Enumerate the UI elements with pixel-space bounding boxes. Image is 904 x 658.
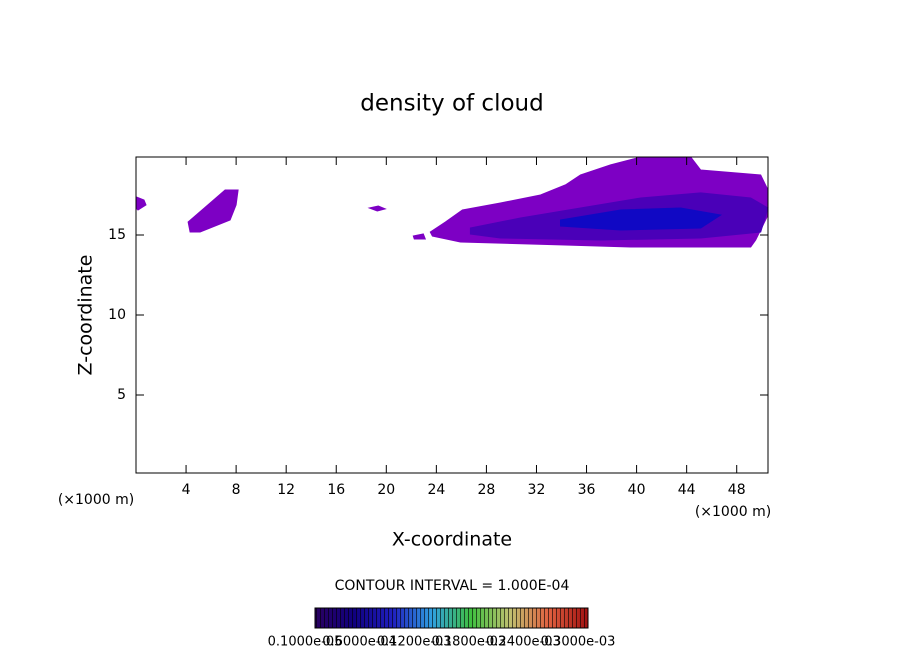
x-tick-label: 28 (478, 482, 496, 498)
y-tick-label: 10 (108, 307, 126, 323)
contour-interval: CONTOUR INTERVAL = 1.000E-04 (335, 578, 570, 594)
chart-title: density of cloud (360, 91, 543, 117)
contour-region (187, 189, 239, 233)
colorbar-lines (315, 608, 588, 628)
x-tick-label: 32 (528, 482, 546, 498)
contour-region (135, 196, 147, 211)
colorbar-label: 0.3000e-03 (541, 635, 616, 650)
x-tick-label: 12 (277, 482, 295, 498)
x-unit-left: (×1000 m) (58, 492, 134, 508)
x-tick-label: 44 (678, 482, 696, 498)
contour-region (412, 233, 427, 240)
colorbar-label: 0.6000e-04 (322, 635, 397, 650)
y-axis-label: Z-coordinate (75, 255, 97, 376)
colorbar-label: 0.1200e-03 (377, 635, 452, 650)
colorbar-frame (314, 607, 589, 629)
colorbar-label: 0.1800e-03 (431, 635, 506, 650)
x-tick-label: 16 (327, 482, 345, 498)
colorbar-label: 0.1000e-05 (268, 635, 343, 650)
contour-region (367, 205, 387, 212)
y-tick-label: 15 (108, 227, 126, 243)
contour-region (560, 207, 723, 231)
x-unit-right: (×1000 m) (695, 504, 771, 520)
contour-regions (135, 156, 769, 248)
x-tick-label: 24 (427, 482, 445, 498)
x-tick-label: 48 (728, 482, 746, 498)
x-tick-label: 4 (182, 482, 191, 498)
x-tick-label: 20 (377, 482, 395, 498)
x-axis-label: X-coordinate (392, 529, 512, 551)
x-tick-label: 36 (578, 482, 596, 498)
x-tick-label: 8 (232, 482, 241, 498)
y-tick-label: 5 (117, 387, 126, 403)
x-tick-label: 40 (628, 482, 646, 498)
colorbar: 0.1000e-050.6000e-040.1200e-030.1800e-03… (268, 607, 616, 650)
colorbar-label: 0.2400e-03 (486, 635, 561, 650)
